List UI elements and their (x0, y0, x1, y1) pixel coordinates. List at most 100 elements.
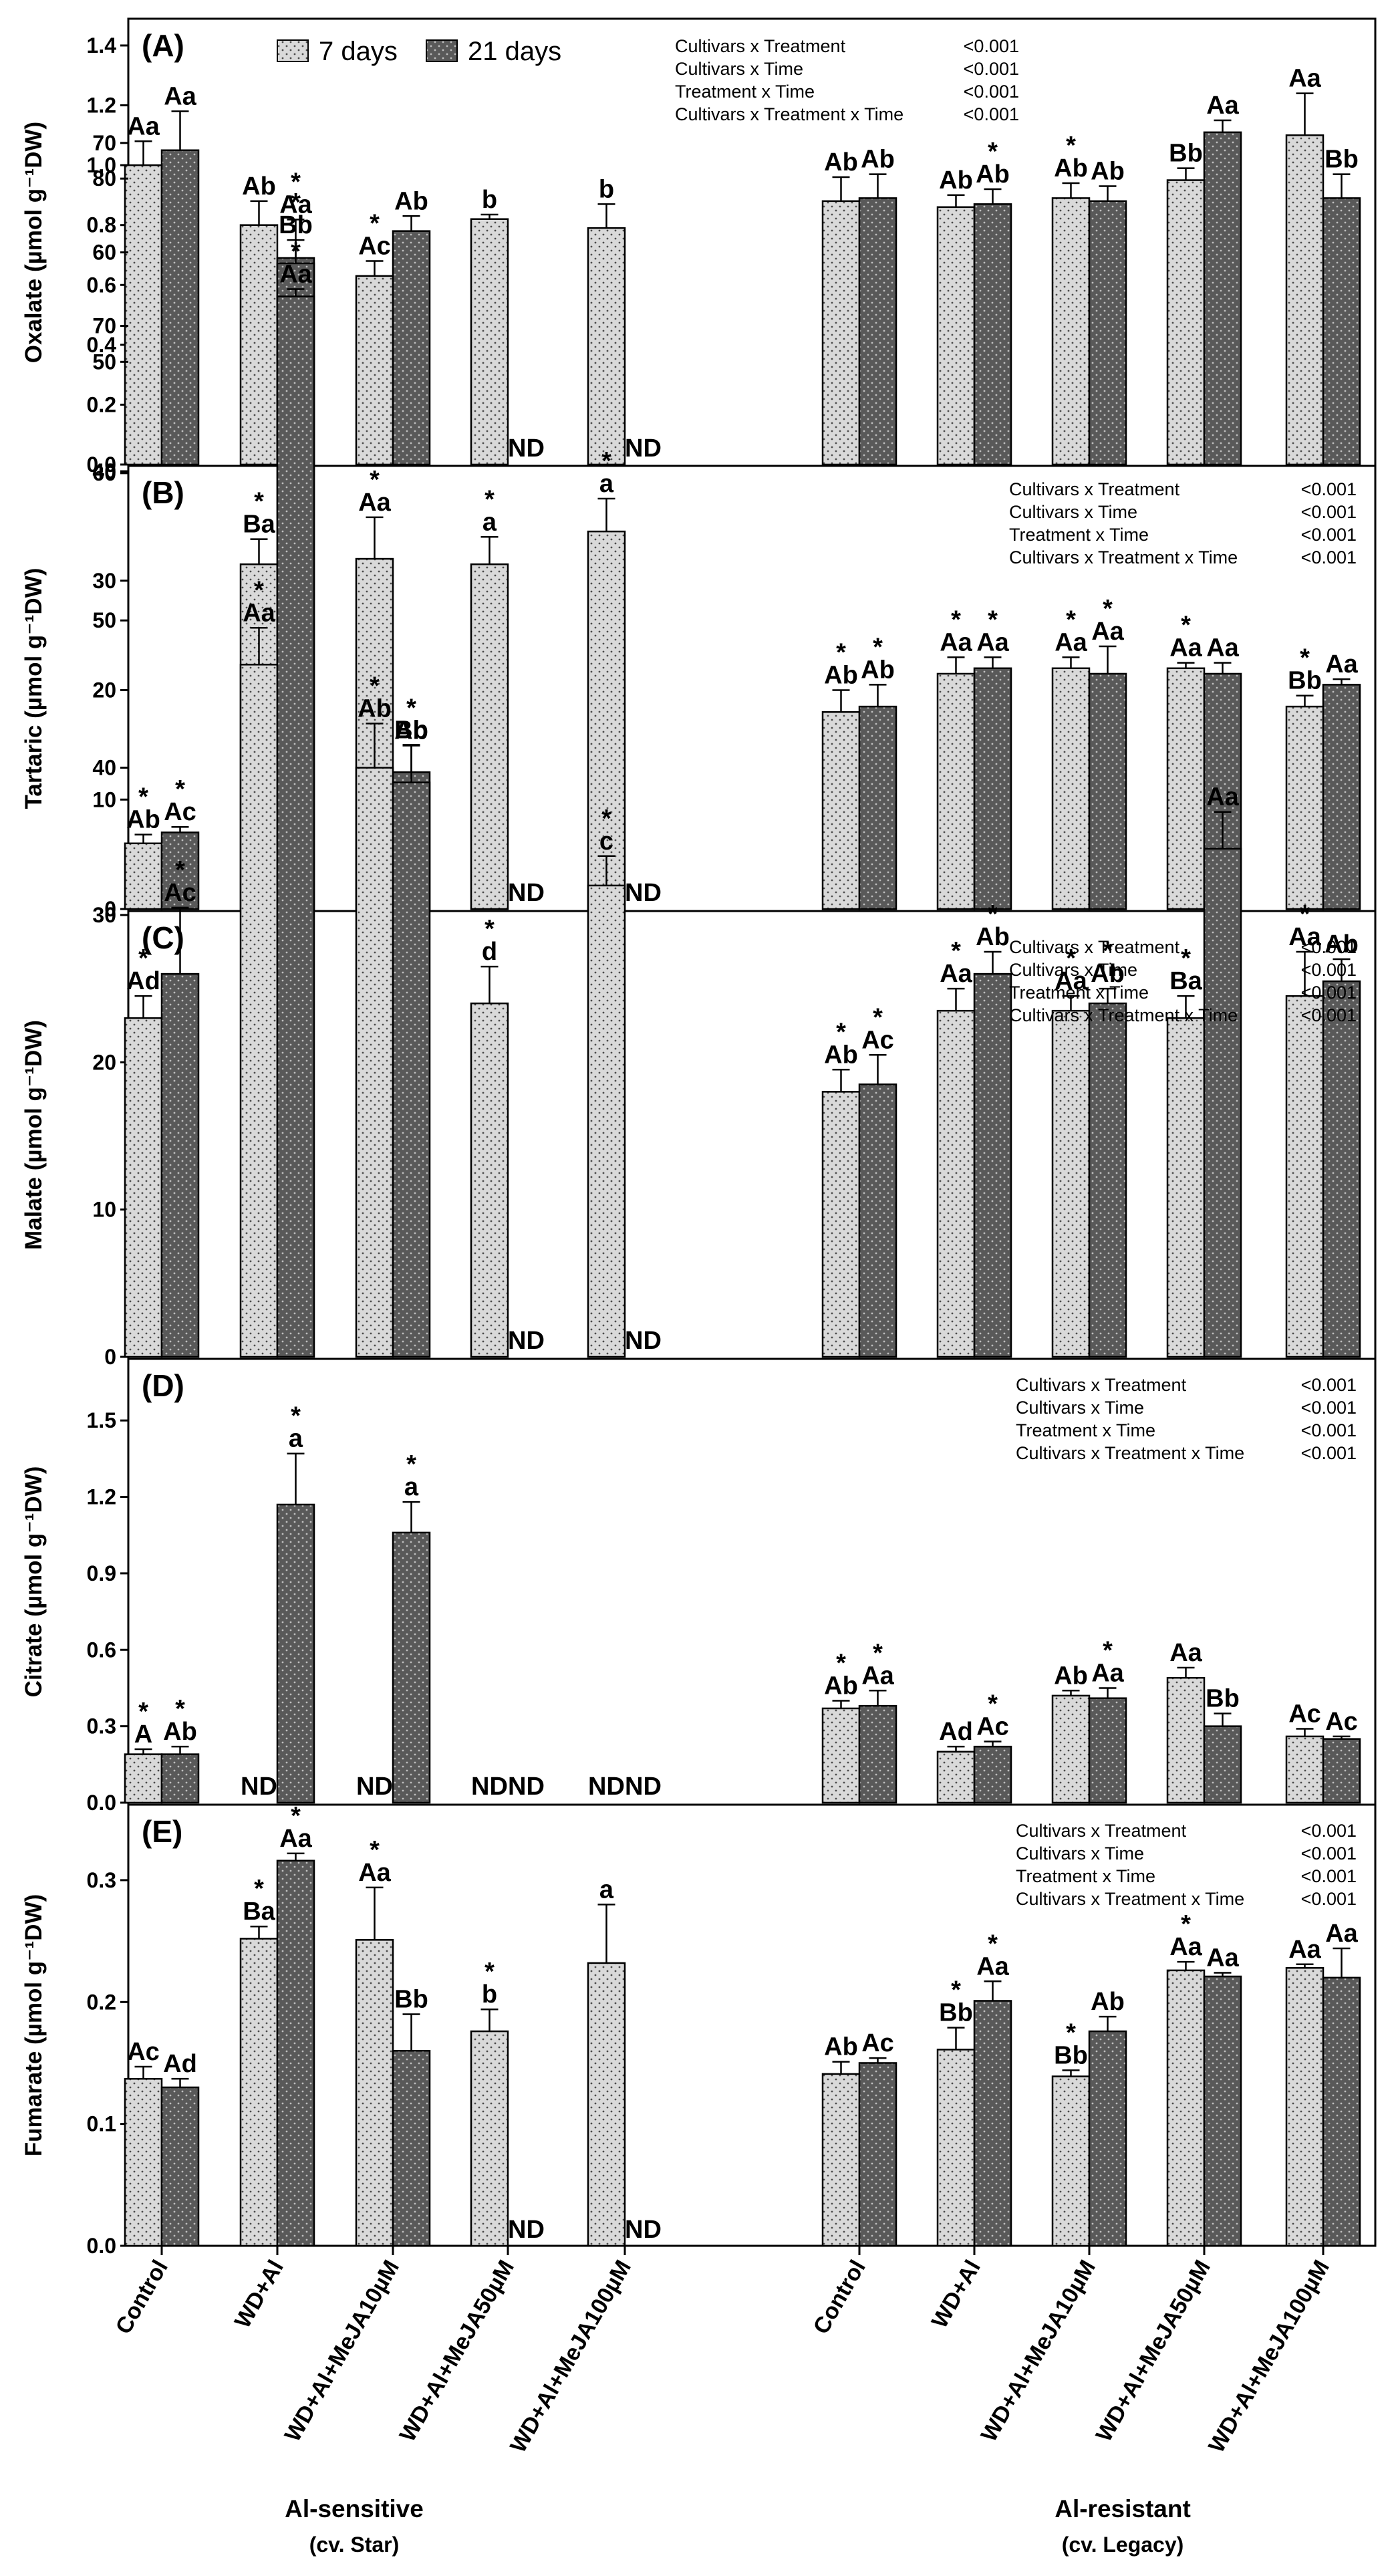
bar-7-days (821, 1707, 861, 1804)
significance-label: Aa (1288, 1936, 1321, 1964)
significance-label: Ab (824, 1041, 858, 1069)
bar-21-days (858, 705, 897, 910)
bar-7-days (470, 1002, 509, 1358)
nd-label: ND (471, 1773, 508, 1801)
bar-21-days (276, 295, 315, 1358)
significance-label: Aa (976, 628, 1009, 656)
asterisk-label: * (1103, 937, 1113, 965)
significance-label: Aa (1169, 634, 1202, 662)
y-axis-label: Citrate (µmol g⁻¹DW) (21, 1466, 47, 1698)
y-tick-label: 0.0 (87, 1791, 116, 1815)
stats-p-value: <0.001 (1301, 1866, 1357, 1886)
significance-label: Ab (824, 148, 858, 176)
bar-21-days (858, 197, 897, 466)
y-axis-label: Oxalate (µmol g⁻¹DW) (21, 122, 47, 363)
asterisk-label: * (836, 1018, 846, 1046)
panel-0: (A) Oxalate (µmol g⁻¹DW) 0.0 0.2 0.4 0.6 0.8 1.… (21, 28, 1361, 477)
legend-label-7-days: 7 days (319, 37, 398, 66)
significance-label: Ab (1325, 930, 1359, 958)
bar-21-days (1322, 1976, 1361, 2247)
bar-7-days (1051, 667, 1091, 910)
nd-label: ND (508, 1327, 545, 1355)
bar-21-days (392, 1531, 431, 1804)
significance-label: Ac (1325, 1708, 1358, 1736)
asterisk-label: * (370, 209, 380, 237)
significance-label: d (482, 938, 497, 966)
bar-7-days (1166, 1969, 1206, 2247)
significance-label: Ac (164, 879, 196, 907)
significance-label: Ba (1169, 967, 1202, 995)
bar-7-days (470, 218, 509, 466)
significance-label: Aa (358, 1859, 391, 1887)
asterisk-label: * (484, 485, 495, 513)
y-tick-label: 0.3 (87, 1714, 116, 1738)
x-category-label: WD+Al+MeJA50µM (395, 2256, 519, 2446)
x-category-label: Control (809, 2256, 871, 2339)
group-label-resistant-cultivar: (cv. Legacy) (1062, 2533, 1184, 2557)
significance-label: Aa (940, 628, 972, 656)
significance-label: Aa (976, 1952, 1009, 1980)
group-label-sensitive-cultivar: (cv. Star) (309, 2533, 400, 2557)
asterisk-label: * (1066, 132, 1076, 160)
panel-letter: (E) (142, 1814, 182, 1849)
bar-7-days (936, 206, 976, 466)
stats-p-value: <0.001 (1301, 1398, 1357, 1418)
significance-label: Bb (939, 1999, 973, 2027)
bar-21-days (392, 781, 431, 1358)
bar-21-days (1203, 131, 1242, 466)
y-tick-label: 70 (92, 131, 116, 155)
panel-4: (E) Fumarate (µmol g⁻¹DW) 0.0 0.1 0.2 0.3 Ac Ba… (21, 1802, 1361, 2258)
bar-21-days (160, 1753, 200, 1804)
asterisk-label: * (988, 606, 998, 634)
bar-21-days (1322, 980, 1361, 1358)
significance-label: a (599, 470, 614, 498)
nd-label: ND (241, 1773, 277, 1801)
bar-7-days (355, 1939, 394, 2247)
x-category-label: WD+Al+MeJA50µM (1091, 2256, 1216, 2446)
significance-label: Ac (976, 1713, 1009, 1741)
asterisk-label: * (254, 576, 264, 604)
bar-7-days (1166, 1017, 1206, 1358)
asterisk-label: * (1181, 612, 1191, 640)
significance-label: a (482, 508, 497, 536)
significance-label: b (599, 175, 614, 203)
significance-label: Ab (242, 172, 276, 201)
bar-21-days (858, 1083, 897, 1358)
asterisk-label: * (291, 188, 301, 217)
bar-7-days (1285, 1966, 1325, 2247)
bar-21-days (392, 230, 431, 466)
nd-label: ND (356, 1773, 393, 1801)
asterisk-label: * (988, 138, 998, 166)
y-tick-label: 70 (92, 314, 116, 338)
x-category-label: WD+Al (230, 2256, 289, 2333)
nd-label: ND (625, 1773, 662, 1801)
bar-21-days (1088, 200, 1127, 466)
y-tick-label: 40 (92, 756, 116, 780)
stats-term: Cultivars x Treatment (1016, 1821, 1187, 1841)
x-category-label: WD+Al+MeJA100µM (505, 2256, 636, 2457)
significance-label: Ab (394, 717, 428, 745)
stats-p-value: <0.001 (964, 59, 1019, 79)
stats-term: Cultivars x Treatment x Time (1016, 1889, 1244, 1909)
bar-21-days (160, 2086, 200, 2247)
asterisk-label: * (291, 237, 301, 265)
bar-21-days (973, 2000, 1012, 2247)
y-tick-label: 30 (92, 569, 116, 593)
significance-label: Ab (939, 166, 973, 195)
bar-7-days (936, 672, 976, 910)
panel-3: (D) Citrate (µmol g⁻¹DW) 0.0 0.3 0.6 0.9 1.2 1.… (21, 1368, 1361, 1815)
significance-label: Ab (1091, 157, 1125, 185)
x-category-labels: Control WD+AlWD+Al+MeJA10µMWD+Al+MeJA50µM… (111, 2246, 1335, 2457)
bar-7-days (239, 224, 279, 466)
legend-label-21-days: 21 days (468, 37, 561, 66)
asterisk-label: * (988, 900, 998, 928)
legend: 7 days 21 days (277, 37, 561, 66)
y-tick-label: 1.2 (87, 1485, 116, 1509)
asterisk-label: * (1066, 944, 1076, 973)
bar-21-days (276, 1503, 315, 1804)
bar-7-days (1051, 197, 1091, 466)
nd-label: ND (508, 1773, 545, 1801)
y-tick-label: 0.3 (87, 1868, 116, 1892)
significance-label: Ab (126, 806, 160, 834)
group-label-resistant: Al-resistant (1055, 2495, 1191, 2523)
